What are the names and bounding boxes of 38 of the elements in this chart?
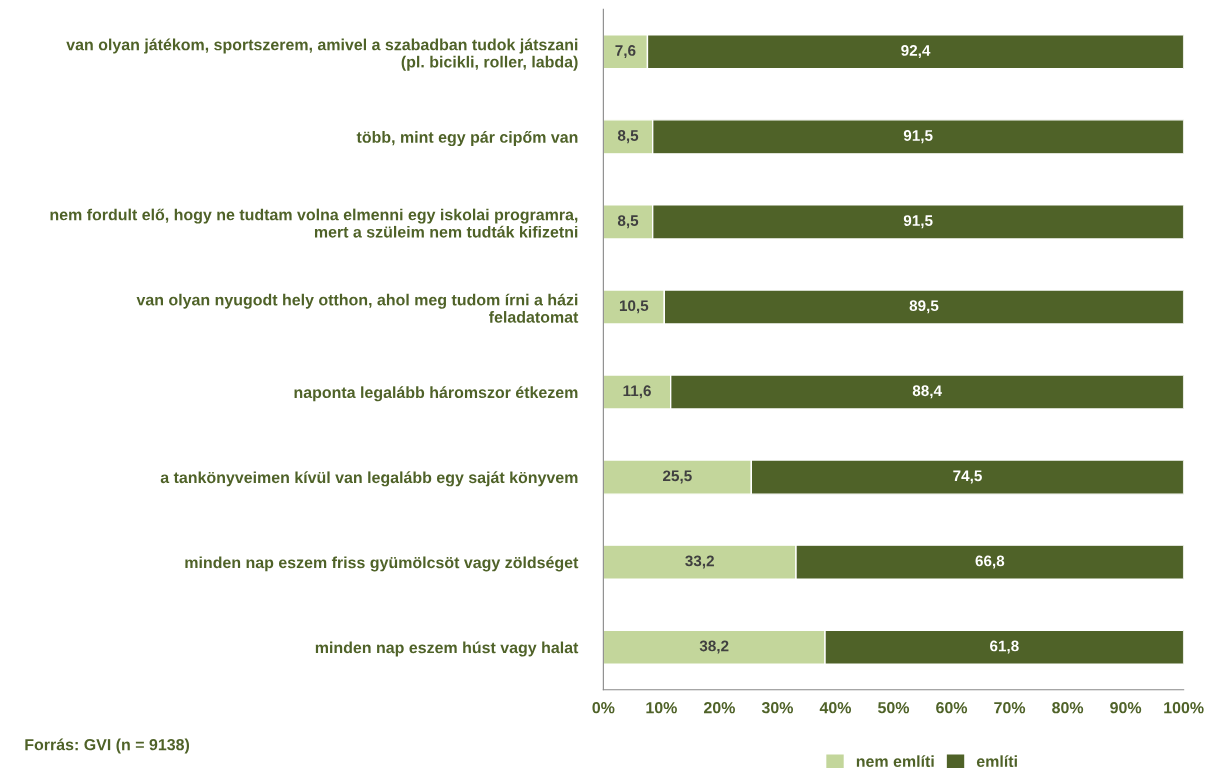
data-label: 25,5 [663,470,692,484]
data-label: 33,2 [685,555,714,569]
x-tick-label: 30% [761,702,794,714]
data-label: 10,5 [619,300,649,314]
x-tick-label: 80% [1052,702,1084,714]
y-tick-label: minden nap eszem húst vagy halat [315,641,579,657]
data-label: 92,4 [901,45,931,59]
data-label: 88,4 [912,385,942,399]
y-tick-label: nem fordult elő, hogy ne tudtam volna elmenni egy iskolai programra, mert a szüleim nem tudták kifizetni [50,208,578,238]
y-tick-label: naponta legalább háromszor étkezem [294,386,578,402]
data-label: 89,5 [909,300,939,314]
data-label: 11,6 [623,385,651,399]
text: Forrás: GVI (n = 9138) [25,738,190,754]
x-tick-label: 40% [819,702,852,714]
x-tick-label: 90% [1110,702,1142,714]
x-tick-label: 60% [936,702,968,714]
data-label: 91,5 [903,215,933,229]
y-tick-label: több, mint egy pár cipőm van [356,130,578,147]
x-tick-label: 20% [703,702,735,714]
y-tick-label: minden nap eszem friss gyümölcsöt vagy zöldséget [185,556,579,572]
data-label: 74,5 [953,470,982,484]
data-label: 61,8 [990,640,1019,654]
x-tick-label: 10% [646,702,677,714]
data-label: 91,5 [903,130,933,144]
data-label: 7,6 [615,45,636,59]
y-tick-label: a tankönyveimen kívül van legalább egy saját könyvem [160,471,578,487]
y-tick-label: van olyan nyugodt hely otthon, ahol meg tudom írni a házi feladatomat [136,293,579,323]
data-label: 66,8 [975,555,1005,569]
x-tick-label: 70% [994,702,1026,714]
y-tick-label: van olyan játékom, sportszerem, amivel a szabadban tudok játszani (pl. bicikli, roller, labda) [66,38,578,71]
data-label: 8,5 [617,215,639,229]
data-label: 38,2 [699,640,729,654]
x-tick-label: 100% [1164,702,1204,714]
x-tick-label: 0% [592,702,615,714]
x-tick-label: 50% [878,702,910,714]
legend-label: nem említi [856,755,934,768]
data-label: 8,5 [617,130,639,144]
legend-label: említi [976,755,1017,768]
